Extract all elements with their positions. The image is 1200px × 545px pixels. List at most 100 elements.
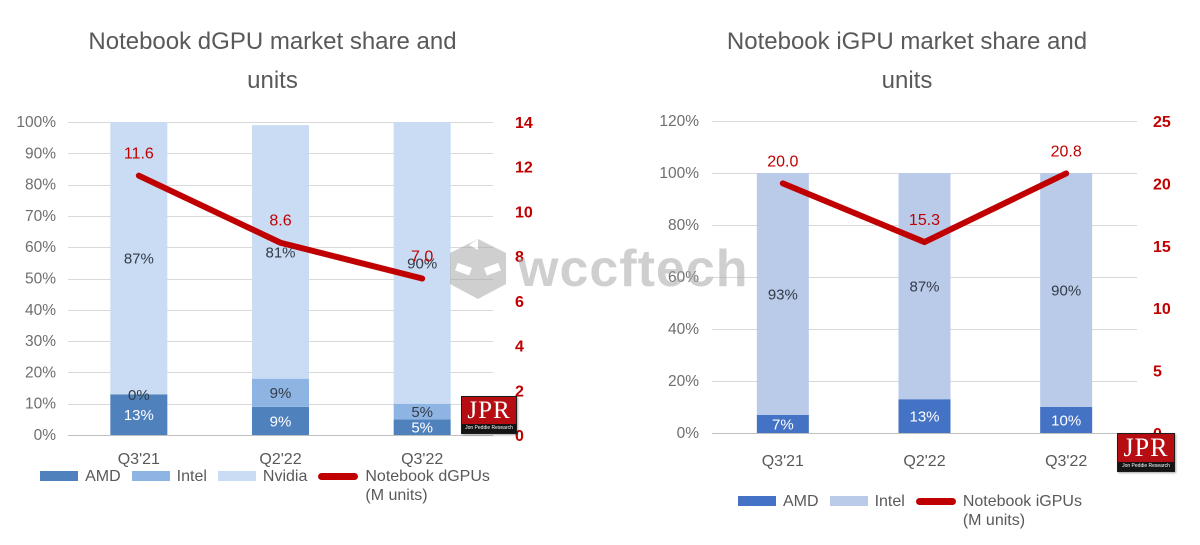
x-axis-label: Q2'22 — [259, 451, 301, 468]
legend-label: AMD — [85, 468, 121, 485]
line-point-label: 11.6 — [124, 146, 154, 163]
bar-segment-intel — [1040, 173, 1093, 407]
igpu-title-line1: Notebook iGPU market share and — [726, 28, 1088, 55]
legend-item-amd: AMD — [40, 467, 121, 486]
left-axis-tick: 0% — [677, 425, 700, 442]
right-axis-tick: 10 — [1153, 301, 1171, 318]
dgpu-chart-panel: Notebook dGPU market share and units 0% 1… — [0, 22, 545, 505]
left-axis-tick: 40% — [668, 321, 699, 338]
igpu-plot-area: 0%20%40%60%80%100%120%05101520257%93%Q3'… — [659, 113, 1171, 470]
line-point-label: 8.6 — [269, 213, 291, 230]
bar-segment-amd — [756, 414, 809, 433]
left-axis-tick: 0% — [34, 427, 57, 444]
legend-swatch-nvidia — [217, 471, 256, 481]
left-axis-tick: 80% — [668, 217, 699, 234]
jpr-logo: JPR Jon Peddie Research — [1117, 433, 1175, 472]
legend-item-amd: AMD — [738, 492, 819, 511]
left-axis-tick: 20% — [25, 364, 56, 381]
bar-label-intel: 0% — [128, 387, 150, 404]
right-axis-tick: 20 — [1153, 176, 1171, 193]
legend-label: Notebook iGPUs (M units) — [962, 493, 1082, 529]
bar-segment-intel — [756, 173, 809, 415]
bar-label-nvidia: 81% — [265, 244, 295, 261]
right-axis-tick: 14 — [515, 115, 533, 132]
line-point-label: 20.8 — [1051, 143, 1082, 160]
bar-label-amd: 13% — [909, 409, 939, 426]
units-line-series — [135, 172, 426, 282]
x-axis-label: Q3'22 — [1045, 453, 1087, 470]
legend-swatch-intel — [829, 496, 868, 506]
jpr-logo-text: JPR — [1123, 433, 1169, 462]
legend-line-swatch — [318, 473, 359, 480]
bar-label-amd: 9% — [270, 413, 292, 430]
bar-segment-intel — [898, 173, 951, 400]
left-axis-tick: 100% — [16, 114, 56, 131]
jpr-logo: JPR Jon Peddie Research — [461, 396, 517, 434]
jpr-logo-text: JPR — [467, 397, 511, 424]
right-axis-tick: 5 — [1153, 364, 1162, 381]
right-axis-tick: 4 — [515, 339, 524, 356]
bar-segment-amd — [1040, 407, 1093, 433]
igpu-legend: AMD Intel Notebook iGPUs (M units) — [630, 492, 1190, 530]
bar-label-amd: 13% — [124, 407, 154, 424]
bar-label-intel: 9% — [270, 385, 292, 402]
bar-segment-intel — [393, 403, 451, 420]
dgpu-legend: AMD Intel Nvidia Notebook dGPUs (M units) — [0, 467, 530, 505]
left-axis-tick: 60% — [25, 239, 56, 256]
right-axis-tick: 10 — [515, 204, 533, 221]
legend-item-intel: Intel — [131, 467, 207, 486]
igpu-chart-panel: Notebook iGPU market share and units 0% 2… — [600, 0, 1200, 545]
legend-swatch-intel — [131, 471, 170, 481]
left-axis-tick: 60% — [668, 269, 699, 286]
right-axis-tick: 8 — [515, 249, 524, 266]
right-axis-tick: 15 — [1153, 239, 1171, 256]
bar-label-intel: 5% — [411, 404, 433, 421]
bar-label-nvidia: 90% — [407, 255, 437, 272]
legend-label: Intel — [176, 468, 207, 485]
right-axis-tick: 25 — [1153, 114, 1171, 131]
legend-item-notebook-dgpus: Notebook dGPUs (M units) — [318, 467, 490, 505]
right-axis-tick: 12 — [515, 160, 533, 177]
line-point-label: 15.3 — [909, 212, 940, 229]
legend-label: AMD — [783, 493, 819, 510]
x-axis-label: Q2'22 — [903, 453, 945, 470]
left-axis-tick: 100% — [659, 165, 699, 182]
left-axis-tick: 120% — [659, 113, 699, 130]
legend-swatch-amd — [40, 471, 79, 481]
left-axis-tick: 30% — [25, 333, 56, 350]
dgpu-chart-title: Notebook dGPU market share and units — [0, 22, 545, 100]
legend-item-notebook-igpus: Notebook iGPUs (M units) — [915, 492, 1082, 530]
bar-segment-nvidia — [252, 125, 309, 379]
x-axis-label: Q3'22 — [401, 451, 443, 468]
line-point-label: 20.0 — [767, 153, 798, 170]
jpr-logo-subtext: Jon Peddie Research — [1118, 462, 1174, 471]
left-axis-tick: 70% — [25, 208, 56, 225]
bar-label-amd: 7% — [772, 416, 794, 433]
x-axis-label: Q3'21 — [118, 451, 160, 468]
bar-segment-intel — [252, 378, 309, 407]
dgpu-title-line2: units — [247, 67, 298, 94]
left-axis-tick: 50% — [25, 271, 56, 288]
legend-label: Nvidia — [262, 468, 308, 485]
left-axis-tick: 10% — [25, 396, 56, 413]
bar-label-amd: 10% — [1051, 413, 1081, 430]
bar-segment-amd — [110, 394, 168, 435]
bar-label-intel: 87% — [909, 279, 939, 296]
bar-segment-nvidia — [110, 122, 168, 395]
bar-segment-nvidia — [393, 122, 451, 404]
right-axis-tick: 2 — [515, 383, 524, 400]
bar-segment-amd — [252, 406, 309, 435]
left-axis-tick: 20% — [668, 373, 699, 390]
dgpu-plot-area: 0%10%20%30%40%50%60%70%80%90%100%0246810… — [16, 114, 533, 468]
legend-label: Intel — [874, 493, 905, 510]
line-point-label: 7.0 — [411, 249, 433, 266]
dgpu-title-line1: Notebook dGPU market share and — [88, 28, 457, 55]
bar-label-intel: 93% — [768, 286, 798, 303]
bar-label-nvidia: 87% — [124, 251, 154, 268]
units-line-series — [779, 170, 1070, 246]
x-axis-label: Q3'21 — [762, 453, 804, 470]
legend-swatch-amd — [738, 496, 776, 506]
legend-item-intel: Intel — [829, 492, 905, 511]
right-axis-tick: 6 — [515, 294, 524, 311]
legend-label: Notebook dGPUs (M units) — [365, 468, 490, 504]
